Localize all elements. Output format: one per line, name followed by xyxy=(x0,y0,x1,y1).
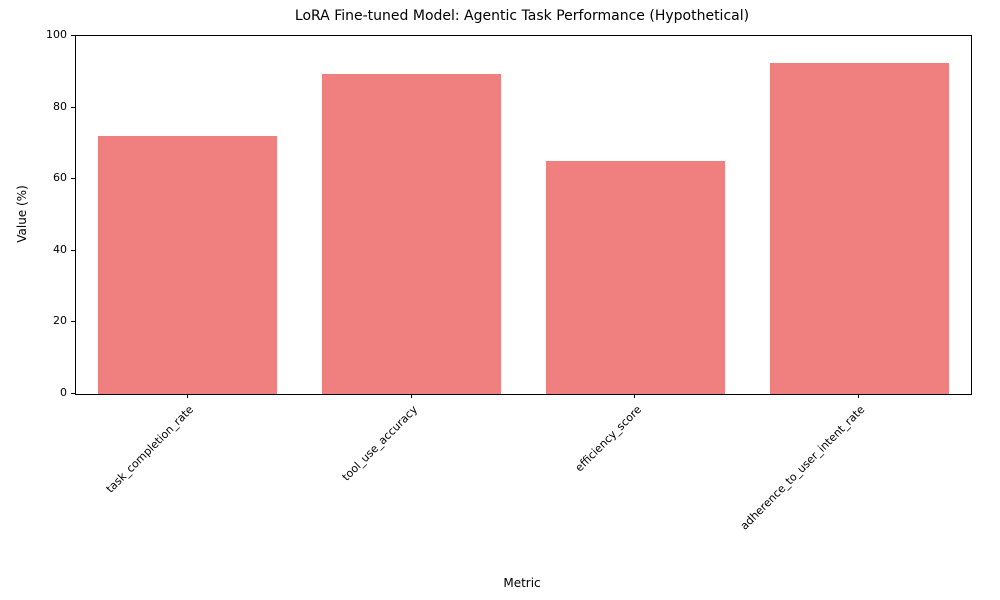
bar-adherence_to_user_intent_rate xyxy=(769,62,949,394)
x-tick-label-tool_use_accuracy: tool_use_accuracy xyxy=(339,403,420,484)
y-tick-label: 0 xyxy=(60,386,67,399)
x-tick-mark xyxy=(858,394,860,398)
bar-task_completion_rate xyxy=(98,136,278,394)
x-tick-mark xyxy=(634,394,636,398)
x-tick-mark xyxy=(186,394,188,398)
y-tick-label: 20 xyxy=(53,314,67,328)
y-tick-label: 80 xyxy=(53,99,67,113)
x-tick-label-adherence_to_user_intent_rate: adherence_to_user_intent_rate xyxy=(737,403,868,533)
y-tick-mark xyxy=(71,106,75,108)
y-tick-mark xyxy=(71,35,75,36)
y-tick-label: 60 xyxy=(53,171,67,185)
plot-area xyxy=(75,35,972,395)
x-tick-mark xyxy=(410,394,412,398)
y-tick-mark xyxy=(71,321,75,323)
y-tick-label: 100 xyxy=(46,28,67,41)
y-tick-label: 40 xyxy=(53,242,67,256)
y-tick-mark xyxy=(71,249,75,251)
x-tick-label-efficiency_score: efficiency_score xyxy=(572,403,644,475)
y-tick-mark xyxy=(71,393,75,394)
x-tick-label-task_completion_rate: task_completion_rate xyxy=(103,403,197,496)
y-tick-mark xyxy=(71,178,75,180)
bar-efficiency_score xyxy=(545,161,725,394)
x-axis-label: Metric xyxy=(503,576,541,590)
y-axis-label: Value (%) xyxy=(15,185,29,243)
chart-title: LoRA Fine-tuned Model: Agentic Task Perf… xyxy=(294,8,750,24)
bar-tool_use_accuracy xyxy=(322,73,502,394)
